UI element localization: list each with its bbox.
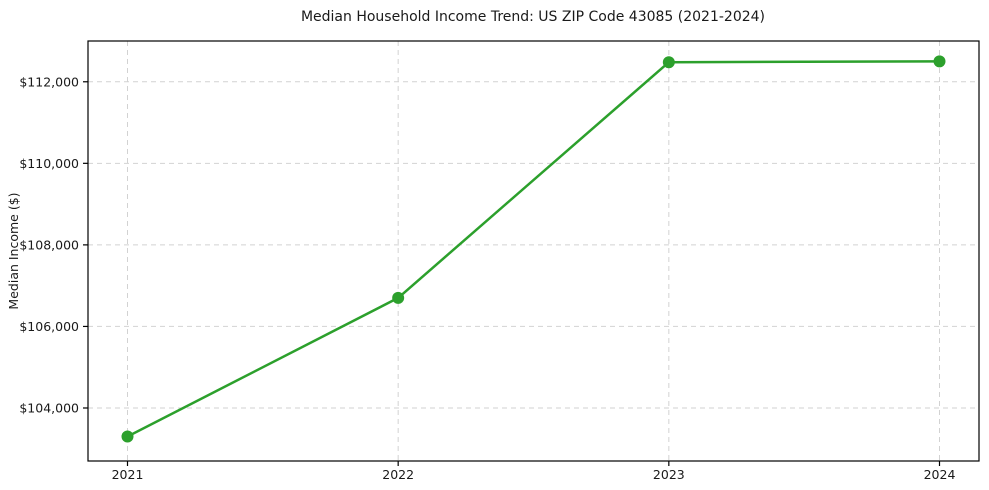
y-tick-label: $108,000 xyxy=(19,237,79,252)
data-point-marker xyxy=(662,56,675,69)
plot-frame xyxy=(87,40,980,462)
chart-title: Median Household Income Trend: US ZIP Co… xyxy=(301,9,765,25)
x-tick-label: 2021 xyxy=(112,467,144,482)
data-point-marker xyxy=(933,55,946,68)
data-point-marker xyxy=(392,291,405,304)
y-axis-label: Median Income ($) xyxy=(6,192,21,309)
y-tick-label: $112,000 xyxy=(19,74,79,89)
y-tick-label: $106,000 xyxy=(19,319,79,334)
y-tick-label: $110,000 xyxy=(19,156,79,171)
axis-layer: $104,000 $106,000 $108,000 $110,000 $112,000… xyxy=(19,40,980,482)
series-layer xyxy=(121,55,946,443)
x-tick-label: 2023 xyxy=(653,467,685,482)
x-tick-label: 2022 xyxy=(382,467,414,482)
x-tick-label: 2024 xyxy=(924,467,956,482)
y-tick-label: $104,000 xyxy=(19,400,79,415)
grid-layer xyxy=(88,41,979,461)
data-point-marker xyxy=(121,430,134,443)
trend-line xyxy=(126,60,941,438)
